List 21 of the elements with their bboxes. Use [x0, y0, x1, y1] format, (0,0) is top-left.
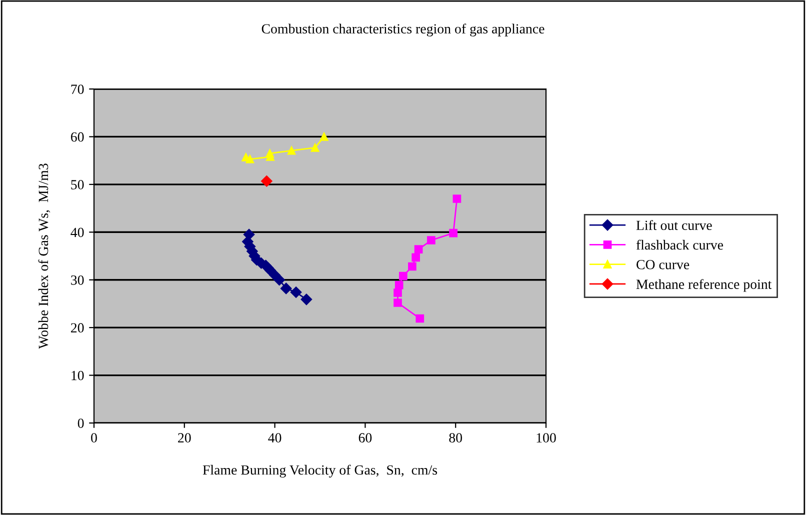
x-tick-label: 0 — [91, 433, 97, 442]
y-tick-label: 40 — [70, 228, 84, 238]
x-tick-label: 20 — [178, 433, 191, 442]
legend-label: Methane reference point — [636, 279, 772, 292]
y-tick-label: 10 — [72, 370, 84, 380]
legend-label: Lift out curve — [636, 220, 712, 230]
x-tick-label: 100 — [536, 433, 556, 442]
legend-label: flashback curve — [636, 240, 724, 250]
y-tick-label: 0 — [78, 418, 84, 428]
y-tick-label: 20 — [71, 323, 84, 333]
x-axis-title: Flame Burning Velocity of Gas, Sn, cm/s — [202, 464, 438, 478]
x-tick-label: 40 — [268, 433, 282, 442]
legend-label: CO curve — [636, 260, 690, 270]
y-tick-label: 50 — [71, 180, 84, 190]
y-tick-label: 70 — [71, 84, 84, 94]
y-tick-label: 60 — [70, 132, 84, 142]
y-tick-label: 30 — [71, 275, 84, 285]
chart-title: Combustion characteristics region of gas appliance — [262, 24, 544, 36]
x-tick-label: 80 — [449, 433, 462, 442]
x-tick-label: 60 — [358, 433, 372, 442]
y-axis-title: Wobbe Index of Gas Ws, MJ/m3 — [38, 164, 50, 349]
